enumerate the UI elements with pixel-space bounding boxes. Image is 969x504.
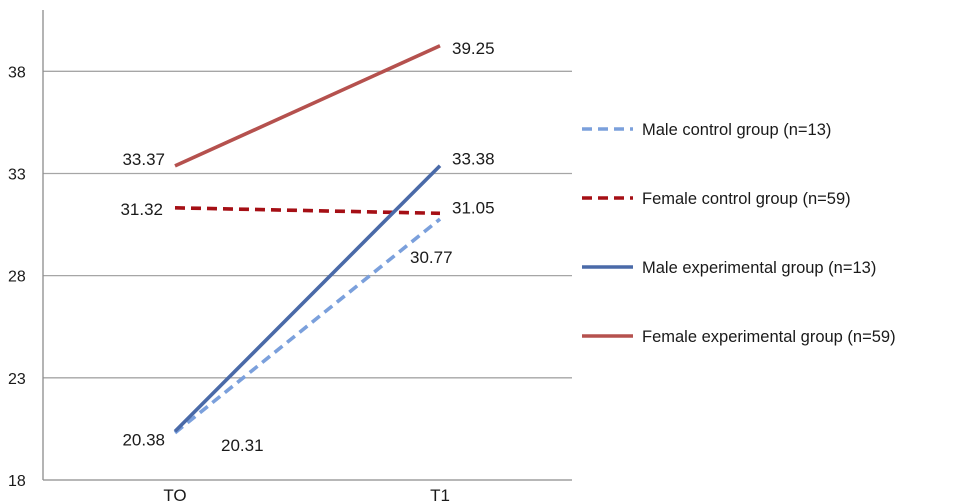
x-tick-label: TO	[163, 486, 186, 504]
data-label: 20.38	[122, 430, 165, 449]
legend-label-2: Female control group (n=59)	[642, 190, 851, 208]
data-label: 31.32	[120, 200, 163, 219]
y-tick-label: 28	[8, 269, 26, 286]
series-line-3	[173, 164, 442, 433]
data-label: 20.31	[221, 436, 264, 455]
data-labels: 20.31 30.77 31.32 31.05 20.38 33.38 33.37 39.25	[120, 39, 494, 455]
legend-label-3: Male experimental group (n=13)	[642, 259, 876, 277]
y-tick-label: 33	[8, 166, 26, 183]
series-line-1	[173, 217, 442, 435]
x-tick-labels: TO T1	[163, 486, 450, 504]
gridlines	[43, 70, 572, 379]
series-lines	[173, 44, 442, 435]
data-label: 33.37	[122, 150, 165, 169]
legend: Male control group (n=13) Female control …	[582, 121, 896, 346]
x-tick-label: T1	[430, 486, 450, 504]
data-label: 39.25	[452, 39, 495, 58]
data-label: 30.77	[410, 248, 453, 267]
axes	[42, 10, 572, 481]
y-tick-labels: 18 23 28 33 38	[8, 64, 26, 490]
legend-label-1: Male control group (n=13)	[642, 121, 831, 139]
data-label: 33.38	[452, 150, 495, 169]
y-tick-label: 23	[8, 371, 26, 388]
series-line-2	[174, 206, 441, 216]
data-label: 31.05	[452, 198, 495, 217]
series-line-4	[174, 44, 441, 168]
legend-label-4: Female experimental group (n=59)	[642, 328, 896, 346]
y-tick-label: 38	[8, 64, 26, 81]
y-tick-label: 18	[8, 473, 26, 490]
